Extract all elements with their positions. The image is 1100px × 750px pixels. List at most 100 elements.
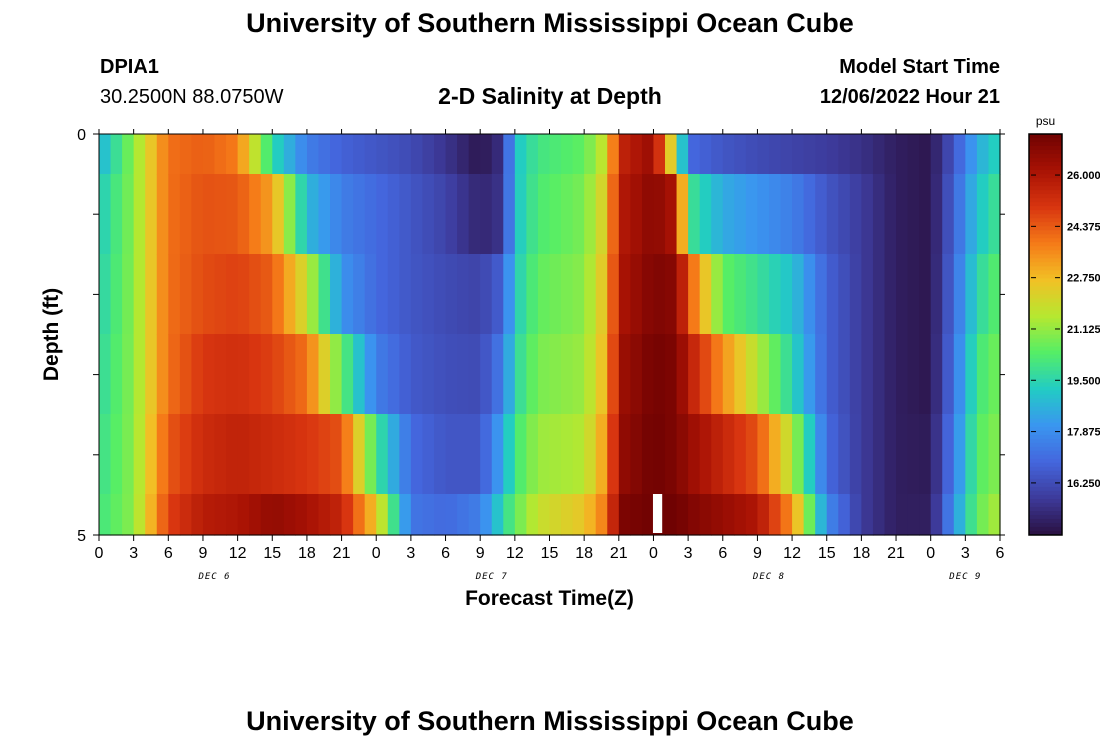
heatmap-cell <box>826 494 839 536</box>
heatmap-cell <box>896 494 909 536</box>
heatmap-cell <box>387 174 400 255</box>
heatmap-cell <box>572 174 585 255</box>
heatmap-cell <box>433 134 447 175</box>
heatmap-cell <box>722 494 735 536</box>
heatmap-cell <box>214 254 227 335</box>
colorbar-segment <box>1029 426 1062 432</box>
heatmap-cell <box>341 334 354 415</box>
heatmap-cell <box>491 254 504 335</box>
colorbar-segment <box>1029 366 1062 372</box>
heatmap-cell <box>214 414 227 495</box>
heatmap-cell <box>122 254 135 335</box>
heatmap-cell <box>318 254 331 335</box>
colorbar-segment <box>1029 302 1062 307</box>
heatmap-cell <box>457 134 470 175</box>
x-tick-label: 3 <box>406 545 415 562</box>
heatmap-cell <box>722 134 735 175</box>
heatmap-cell <box>376 134 389 175</box>
heatmap-cell <box>445 134 458 175</box>
heatmap-cell <box>237 414 250 495</box>
heatmap-cell <box>353 174 366 255</box>
heatmap-cell <box>572 494 585 536</box>
heatmap-cell <box>988 254 1001 335</box>
x-tick-label: 0 <box>95 545 104 562</box>
heatmap-cell <box>537 494 551 536</box>
heatmap-cell <box>930 334 943 415</box>
heatmap-cell <box>249 134 262 175</box>
colorbar-segment <box>1029 462 1062 468</box>
heatmap-cell <box>445 494 458 536</box>
heatmap-cell <box>480 494 493 536</box>
x-tick-label: 9 <box>753 545 762 562</box>
heatmap-cell <box>618 414 631 495</box>
heatmap-cell <box>815 414 828 495</box>
heatmap-cell <box>341 414 354 495</box>
heatmap-cell <box>768 134 782 175</box>
heatmap-cell <box>202 414 216 495</box>
x-tick-label: 18 <box>298 545 316 562</box>
heatmap-cell <box>699 174 712 255</box>
x-tick-label: 9 <box>476 545 485 562</box>
heatmap-cell <box>260 134 273 175</box>
heatmap-cell <box>168 134 181 175</box>
heatmap-cell <box>537 334 551 415</box>
heatmap-cell <box>768 494 782 536</box>
heatmap-cell <box>792 134 805 175</box>
heatmap-cell <box>872 494 886 536</box>
heatmap-cell <box>561 134 574 175</box>
heatmap-cell <box>503 334 516 415</box>
heatmap-cell <box>457 334 470 415</box>
colorbar-segment <box>1029 254 1062 259</box>
heatmap-cell <box>156 334 169 415</box>
heatmap-cell <box>965 334 978 415</box>
heatmap-cell <box>330 134 343 175</box>
colorbar-segment <box>1029 278 1062 283</box>
heatmap-cell <box>988 174 1001 255</box>
colorbar-segment <box>1029 146 1062 151</box>
heatmap-cell <box>838 254 851 335</box>
heatmap-cell <box>965 414 978 495</box>
heatmap-cell <box>202 334 216 415</box>
heatmap-cell <box>584 494 597 536</box>
heatmap-cell <box>480 134 493 175</box>
heatmap-cell <box>214 494 227 536</box>
heatmap-cell <box>942 334 955 415</box>
x-tick-label: 6 <box>996 545 1005 562</box>
heatmap-cell <box>491 134 504 175</box>
heatmap-cell <box>514 134 527 175</box>
heatmap-cell <box>549 134 562 175</box>
heatmap-cell <box>364 254 377 335</box>
colorbar-segment <box>1029 322 1062 327</box>
heatmap-cell <box>699 414 712 495</box>
heatmap-cell <box>849 134 862 175</box>
x-tick-label: 3 <box>684 545 693 562</box>
heatmap-cell <box>722 254 735 335</box>
colorbar-segment <box>1029 446 1062 452</box>
colorbar-segment <box>1029 250 1062 255</box>
heatmap-cell <box>757 334 770 415</box>
heatmap-cell <box>734 134 747 175</box>
heatmap-cell <box>861 334 874 415</box>
heatmap-cell <box>849 414 862 495</box>
colorbar-segment <box>1029 186 1062 191</box>
heatmap-cell <box>572 254 585 335</box>
heatmap-cell <box>237 254 250 335</box>
heatmap-cell <box>907 414 920 495</box>
colorbar-segment <box>1029 298 1062 303</box>
heatmap-cell <box>665 134 678 175</box>
heatmap-cell <box>376 174 389 255</box>
heatmap-cell <box>745 334 759 415</box>
heatmap-cell <box>630 334 643 415</box>
heatmap-cell <box>318 174 331 255</box>
heatmap-cell <box>849 174 862 255</box>
heatmap-cell <box>353 494 366 536</box>
x-tick-label: 18 <box>852 545 870 562</box>
heatmap-cell <box>745 174 759 255</box>
colorbar-segment <box>1029 422 1062 428</box>
heatmap-cell <box>457 254 470 335</box>
colorbar-segment <box>1029 494 1062 500</box>
heatmap-cell <box>549 254 562 335</box>
heatmap-cell <box>757 174 770 255</box>
heatmap-cell <box>191 174 204 255</box>
heatmap-cell <box>792 254 805 335</box>
